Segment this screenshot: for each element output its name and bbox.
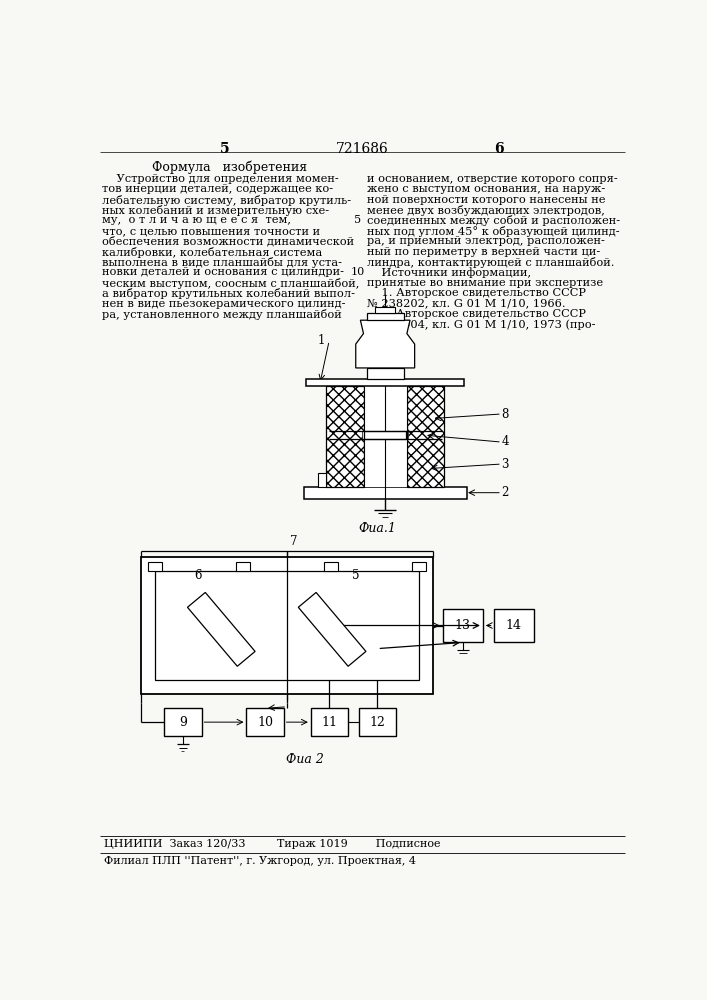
Text: и основанием, отверстие которого сопря-: и основанием, отверстие которого сопря- <box>368 174 618 184</box>
Text: 1. Авторское свидетельство СССР: 1. Авторское свидетельство СССР <box>368 288 586 298</box>
Text: 14: 14 <box>506 619 522 632</box>
Text: соединенных между собой и расположен-: соединенных между собой и расположен- <box>368 215 621 226</box>
Text: му,  о т л и ч а ю щ е е с я  тем,: му, о т л и ч а ю щ е е с я тем, <box>102 215 291 225</box>
Text: 9: 9 <box>179 716 187 729</box>
Bar <box>317 473 327 487</box>
Bar <box>367 313 404 320</box>
Bar <box>236 562 250 571</box>
Text: ра, и приемный электрод, расположен-: ра, и приемный электрод, расположен- <box>368 236 605 246</box>
Text: 8: 8 <box>501 408 509 421</box>
Text: № 457904, кл. G 01 M 1/10, 1973 (про-: № 457904, кл. G 01 M 1/10, 1973 (про- <box>368 319 596 330</box>
Text: 11: 11 <box>322 716 337 729</box>
Polygon shape <box>187 592 255 666</box>
Bar <box>141 557 433 694</box>
Bar <box>164 708 201 736</box>
Text: Фиа.1: Фиа.1 <box>358 522 397 535</box>
Text: ных колебаний и измерительную схе-: ных колебаний и измерительную схе- <box>102 205 329 216</box>
Bar <box>493 609 534 642</box>
Text: жено с выступом основания, на наруж-: жено с выступом основания, на наруж- <box>368 184 606 194</box>
Text: новки деталей и основания с цилиндри-: новки деталей и основания с цилиндри- <box>102 267 344 277</box>
Text: 721686: 721686 <box>336 142 388 156</box>
Bar <box>407 386 444 487</box>
Text: Фиа 2: Фиа 2 <box>286 753 325 766</box>
Bar <box>148 562 162 571</box>
Bar <box>311 708 348 736</box>
Text: 3: 3 <box>501 458 509 471</box>
Text: 6: 6 <box>494 142 504 156</box>
Text: Филиал ПЛП ''Патент'', г. Ужгород, ул. Проектная, 4: Филиал ПЛП ''Патент'', г. Ужгород, ул. П… <box>104 856 416 866</box>
Bar <box>375 307 395 313</box>
Polygon shape <box>356 320 414 368</box>
Bar <box>363 386 407 487</box>
Bar <box>359 708 396 736</box>
Text: выполнена в виде планшайбы для уста-: выполнена в виде планшайбы для уста- <box>102 257 341 268</box>
Text: 13: 13 <box>455 619 471 632</box>
Text: Устройство для определения момен-: Устройство для определения момен- <box>102 174 339 184</box>
Polygon shape <box>298 592 366 666</box>
Text: ных под углом 45° к образующей цилинд-: ных под углом 45° к образующей цилинд- <box>368 226 620 237</box>
Bar <box>327 386 363 487</box>
Text: 45°: 45° <box>310 609 329 618</box>
Text: калибровки, колебательная система: калибровки, колебательная система <box>102 247 322 258</box>
Bar <box>405 431 409 439</box>
Text: № 238202, кл. G 01 M 1/10, 1966.: № 238202, кл. G 01 M 1/10, 1966. <box>368 299 566 309</box>
Text: обеспечения возможности динамической: обеспечения возможности динамической <box>102 236 354 247</box>
Bar <box>306 379 464 386</box>
Bar <box>247 708 284 736</box>
Bar <box>412 562 426 571</box>
Bar <box>443 609 483 642</box>
Text: 2. Авторское свидетельство СССР: 2. Авторское свидетельство СССР <box>368 309 586 319</box>
Bar <box>364 431 406 439</box>
Text: Источники информации,: Источники информации, <box>368 267 532 278</box>
Text: 10: 10 <box>350 267 364 277</box>
Text: менее двух возбуждающих электродов,: менее двух возбуждающих электродов, <box>368 205 605 216</box>
Bar <box>304 487 467 499</box>
Text: ЦНИИПИ  Заказ 120/33         Тираж 1019        Подписное: ЦНИИПИ Заказ 120/33 Тираж 1019 Подписное <box>104 839 440 849</box>
Text: 5: 5 <box>351 569 359 582</box>
Text: 7: 7 <box>291 535 298 548</box>
Text: ра, установленного между планшайбой: ра, установленного между планшайбой <box>102 309 341 320</box>
Text: 5: 5 <box>354 215 361 225</box>
Text: 1: 1 <box>317 334 325 347</box>
Bar <box>362 431 365 439</box>
Text: 12: 12 <box>370 716 385 729</box>
Text: ной поверхности которого нанесены не: ной поверхности которого нанесены не <box>368 195 606 205</box>
Text: лебательную систему, вибратор крутиль-: лебательную систему, вибратор крутиль- <box>102 195 351 206</box>
Text: 10: 10 <box>257 716 273 729</box>
Text: тов инерции деталей, содержащее ко-: тов инерции деталей, содержащее ко- <box>102 184 333 194</box>
Text: 5: 5 <box>220 142 230 156</box>
Text: ный по периметру в верхней части ци-: ный по периметру в верхней части ци- <box>368 247 601 257</box>
Text: Формула   изобретения: Формула изобретения <box>152 160 307 174</box>
Text: 2: 2 <box>501 486 509 499</box>
Text: тотип).: тотип). <box>368 330 410 340</box>
Text: ческим выступом, соосным с планшайбой,: ческим выступом, соосным с планшайбой, <box>102 278 359 289</box>
Bar <box>155 571 419 680</box>
Text: принятые во внимание при экспертизе: принятые во внимание при экспертизе <box>368 278 604 288</box>
Bar <box>367 368 404 379</box>
Text: 6: 6 <box>194 569 201 582</box>
Text: что, с целью повышения точности и: что, с целью повышения точности и <box>102 226 320 236</box>
Text: 45°: 45° <box>230 646 249 655</box>
Text: 4: 4 <box>501 435 509 448</box>
Bar <box>325 562 338 571</box>
Text: нен в виде пьезокерамического цилинд-: нен в виде пьезокерамического цилинд- <box>102 299 345 309</box>
Text: линдра, контактирующей с планшайбой.: линдра, контактирующей с планшайбой. <box>368 257 615 268</box>
Text: а вибратор крутильных колебаний выпол-: а вибратор крутильных колебаний выпол- <box>102 288 354 299</box>
